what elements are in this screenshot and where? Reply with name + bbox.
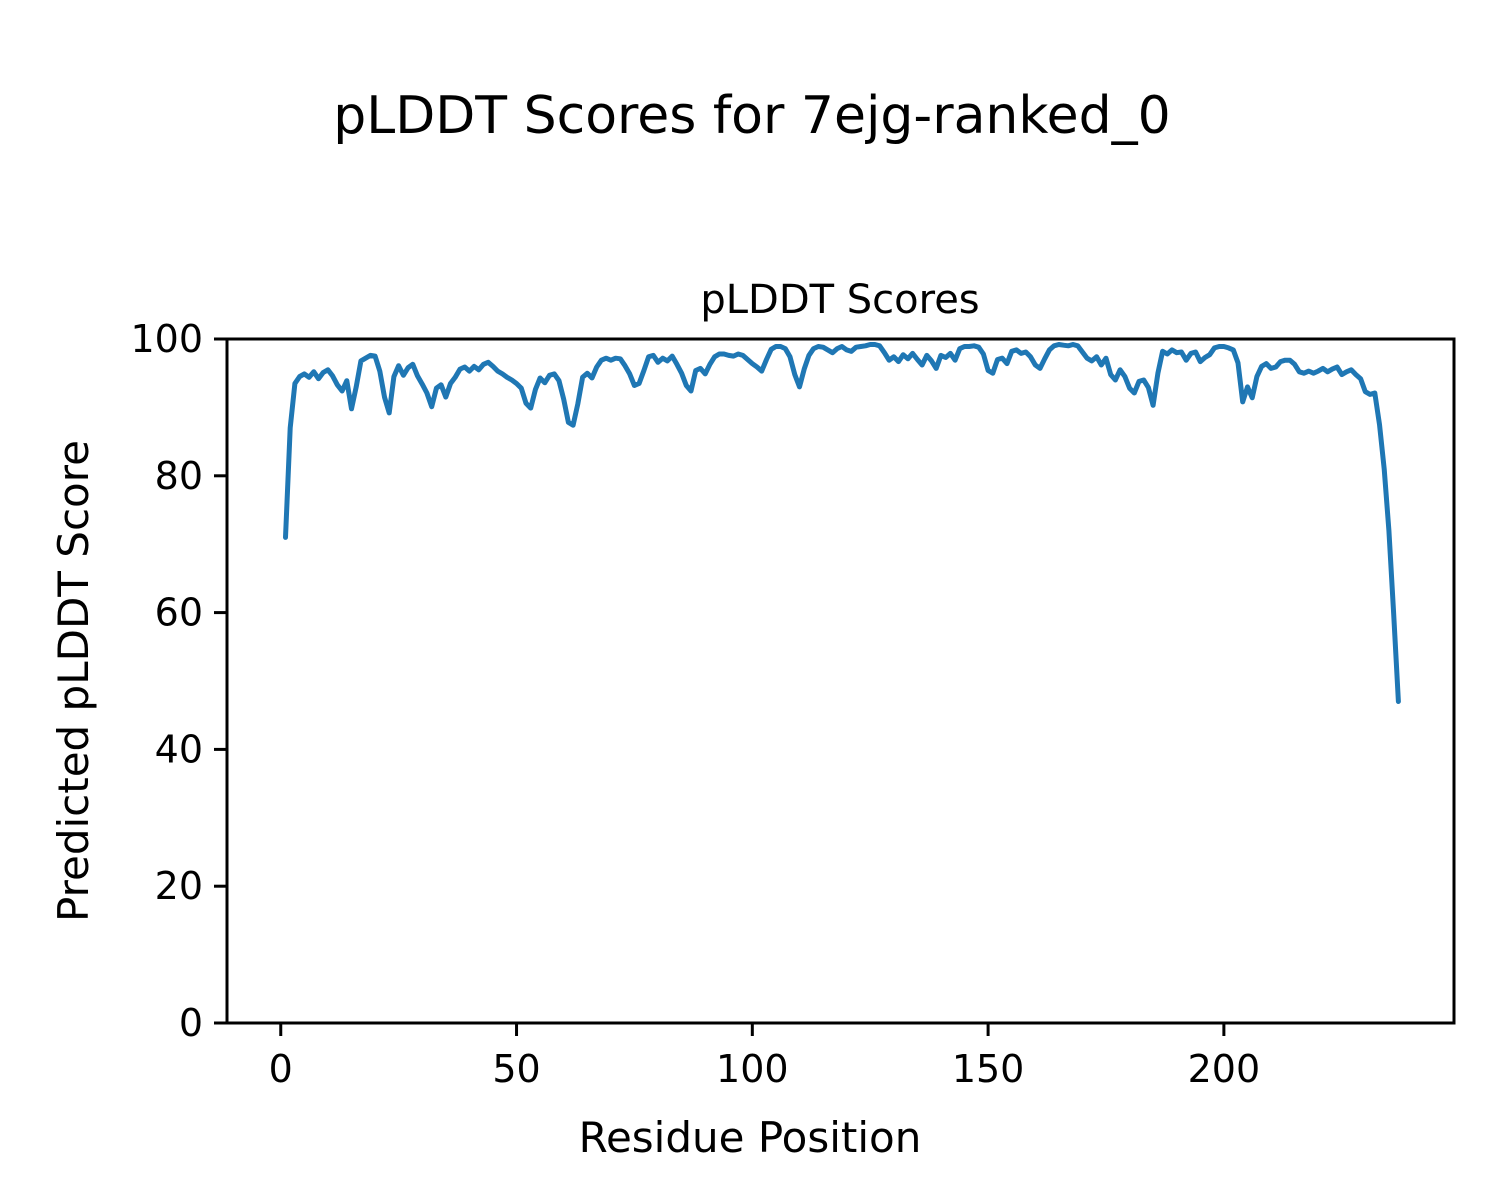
- y-tick-label: 0: [179, 1001, 203, 1045]
- y-ticks: 0 20 40 60 80 100: [130, 317, 227, 1045]
- x-ticks: 0 50 100 150 200: [269, 1023, 1260, 1091]
- x-axis-label: Residue Position: [579, 1113, 922, 1162]
- axes-frame: [225, 337, 1456, 1025]
- y-tick-label: 20: [155, 864, 203, 908]
- y-tick-label: 100: [130, 317, 203, 361]
- y-tick-label: 40: [155, 727, 203, 771]
- axes-title: pLDDT Scores: [700, 277, 979, 323]
- y-tick-label: 80: [155, 454, 203, 498]
- y-axis-label: Predicted pLDDT Score: [49, 440, 98, 922]
- x-tick-label: 0: [269, 1047, 293, 1091]
- x-tick-label: 100: [716, 1047, 789, 1091]
- figure-title: pLDDT Scores for 7ejg-ranked_0: [333, 86, 1170, 146]
- y-tick-label: 60: [155, 591, 203, 635]
- x-tick-label: 50: [492, 1047, 540, 1091]
- plddt-line: [283, 342, 1401, 704]
- x-tick-label: 200: [1188, 1047, 1261, 1091]
- x-tick-label: 150: [952, 1047, 1025, 1091]
